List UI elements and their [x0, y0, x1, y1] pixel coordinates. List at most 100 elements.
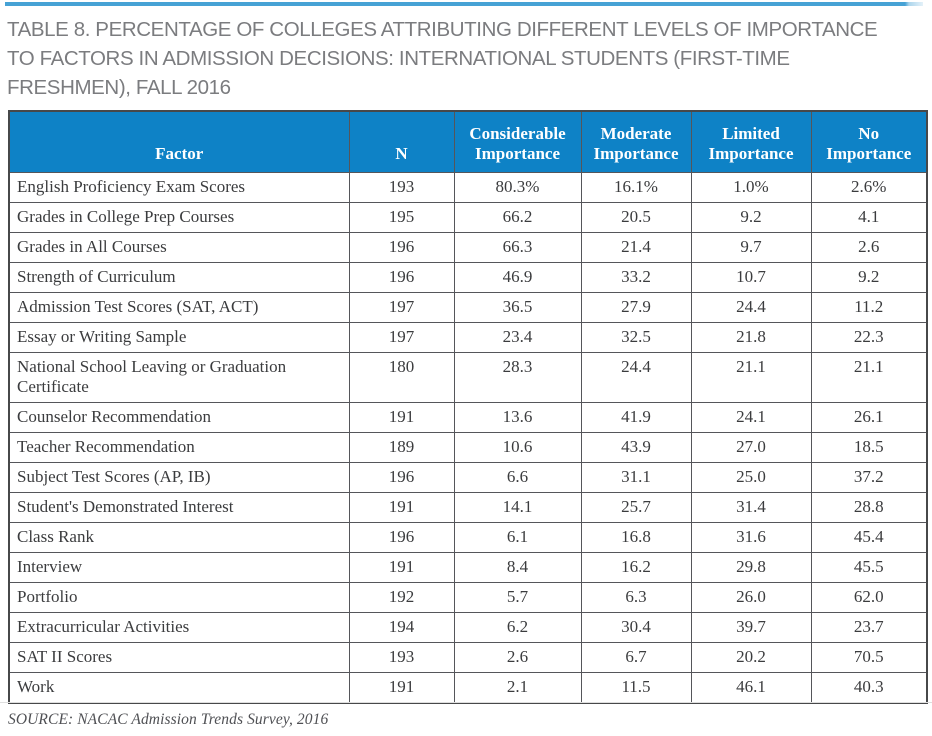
factor-cell: Subject Test Scores (AP, IB) [8, 462, 350, 493]
factor-cell: Work [8, 672, 350, 704]
header-row: Factor N Considerable Importance Moderat… [8, 110, 928, 173]
value-cell: 196 [348, 262, 455, 293]
value-cell: 16.2 [580, 552, 692, 583]
bottom-hairline [0, 702, 932, 703]
table-row: Work 191 2.1 11.5 46.1 40.3 [8, 672, 928, 704]
table-row: Grades in College Prep Courses 195 66.2 20.… [8, 202, 928, 233]
value-cell: 192 [348, 582, 455, 613]
value-cell: 196 [348, 462, 455, 493]
value-cell: 26.0 [690, 582, 812, 613]
column-header-considerable: Considerable Importance [453, 110, 582, 173]
value-cell: 20.5 [580, 202, 692, 233]
value-cell: 26.1 [810, 402, 928, 433]
value-cell: 24.4 [580, 352, 692, 403]
value-cell: 191 [348, 402, 455, 433]
value-cell: 21.4 [580, 232, 692, 263]
value-cell: 31.1 [580, 462, 692, 493]
column-header-limited: Limited Importance [690, 110, 812, 173]
value-cell: 20.2 [690, 642, 812, 673]
table-row: Counselor Recommendation 191 13.6 41.9 24.1 2… [8, 402, 928, 433]
value-cell: 191 [348, 492, 455, 523]
value-cell: 24.4 [690, 292, 812, 323]
value-cell: 41.9 [580, 402, 692, 433]
value-cell: 46.1 [690, 672, 812, 704]
value-cell: 6.7 [580, 642, 692, 673]
value-cell: 195 [348, 202, 455, 233]
value-cell: 23.7 [810, 612, 928, 643]
table-row: Admission Test Scores (SAT, ACT) 197 36.5 2… [8, 292, 928, 323]
table-row: English Proficiency Exam Scores 193 80.3% 1… [8, 172, 928, 203]
value-cell: 66.3 [453, 232, 582, 263]
value-cell: 33.2 [580, 262, 692, 293]
value-cell: 194 [348, 612, 455, 643]
value-cell: 196 [348, 522, 455, 553]
value-cell: 8.4 [453, 552, 582, 583]
value-cell: 6.2 [453, 612, 582, 643]
factor-cell: Class Rank [8, 522, 350, 553]
value-cell: 11.2 [810, 292, 928, 323]
value-cell: 23.4 [453, 322, 582, 353]
value-cell: 196 [348, 232, 455, 263]
value-cell: 9.7 [690, 232, 812, 263]
value-cell: 45.5 [810, 552, 928, 583]
factor-cell: Counselor Recommendation [8, 402, 350, 433]
value-cell: 193 [348, 172, 455, 203]
value-cell: 180 [348, 352, 455, 403]
value-cell: 9.2 [690, 202, 812, 233]
value-cell: 28.3 [453, 352, 582, 403]
source-note: SOURCE: NACAC Admission Trends Survey, 2… [8, 711, 329, 728]
value-cell: 37.2 [810, 462, 928, 493]
value-cell: 10.6 [453, 432, 582, 463]
table-row: Strength of Curriculum 196 46.9 33.2 10.7 9.2 [8, 262, 928, 293]
value-cell: 6.3 [580, 582, 692, 613]
value-cell: 66.2 [453, 202, 582, 233]
table-row: Class Rank 196 6.1 16.8 31.6 45.4 [8, 522, 928, 553]
column-header-moderate: Moderate Importance [580, 110, 692, 173]
value-cell: 62.0 [810, 582, 928, 613]
value-cell: 22.3 [810, 322, 928, 353]
value-cell: 31.4 [690, 492, 812, 523]
factor-cell: Interview [8, 552, 350, 583]
value-cell: 27.0 [690, 432, 812, 463]
table-title-line: TO FACTORS IN ADMISSION DECISIONS: INTER… [7, 47, 790, 70]
table-row: National School Leaving or Graduation Ce… [8, 352, 928, 403]
value-cell: 6.6 [453, 462, 582, 493]
factor-cell: English Proficiency Exam Scores [8, 172, 350, 203]
factor-cell: Admission Test Scores (SAT, ACT) [8, 292, 350, 323]
value-cell: 13.6 [453, 402, 582, 433]
table-row: Extracurricular Activities 194 6.2 30.4 39.7… [8, 612, 928, 643]
table-header: Factor N Considerable Importance Moderat… [8, 110, 928, 173]
factor-cell: Strength of Curriculum [8, 262, 350, 293]
column-header-n: N [348, 110, 455, 173]
value-cell: 46.9 [453, 262, 582, 293]
value-cell: 191 [348, 552, 455, 583]
table-title: TABLE 8. PERCENTAGE OF COLLEGES ATTRIBUT… [7, 15, 878, 102]
factor-cell: Extracurricular Activities [8, 612, 350, 643]
column-header-no: No Importance [810, 110, 928, 173]
factor-cell: Student's Demonstrated Interest [8, 492, 350, 523]
value-cell: 21.8 [690, 322, 812, 353]
table-title-line: FRESHMEN), FALL 2016 [7, 76, 231, 99]
table-row: Essay or Writing Sample 197 23.4 32.5 21.8 22… [8, 322, 928, 353]
value-cell: 16.8 [580, 522, 692, 553]
value-cell: 27.9 [580, 292, 692, 323]
value-cell: 189 [348, 432, 455, 463]
table-row: Grades in All Courses 196 66.3 21.4 9.7 2.6 [8, 232, 928, 263]
value-cell: 36.5 [453, 292, 582, 323]
top-accent-bar [5, 2, 923, 6]
table-row: Teacher Recommendation 189 10.6 43.9 27.0 18.… [8, 432, 928, 463]
table-row: Student's Demonstrated Interest 191 14.1 25… [8, 492, 928, 523]
value-cell: 29.8 [690, 552, 812, 583]
value-cell: 10.7 [690, 262, 812, 293]
value-cell: 31.6 [690, 522, 812, 553]
table-title-line: TABLE 8. PERCENTAGE OF COLLEGES ATTRIBUT… [7, 18, 878, 41]
value-cell: 197 [348, 292, 455, 323]
factor-cell: SAT II Scores [8, 642, 350, 673]
value-cell: 1.0% [690, 172, 812, 203]
value-cell: 25.7 [580, 492, 692, 523]
factor-cell: National School Leaving or Graduation Ce… [8, 352, 350, 403]
value-cell: 5.7 [453, 582, 582, 613]
table-row: SAT II Scores 193 2.6 6.7 20.2 70.5 [8, 642, 928, 673]
value-cell: 2.6 [453, 642, 582, 673]
value-cell: 197 [348, 322, 455, 353]
